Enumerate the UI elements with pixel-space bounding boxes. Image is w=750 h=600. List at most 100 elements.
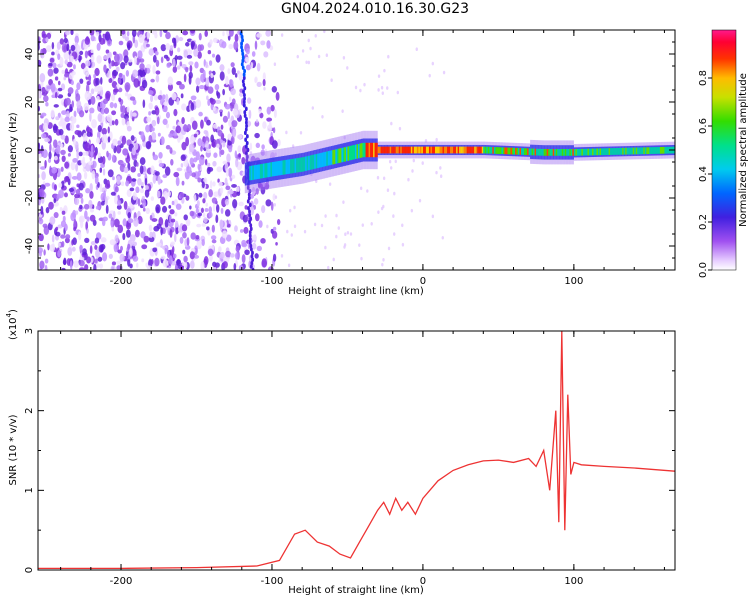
noise-speckle [103, 98, 109, 105]
noise-speckle [393, 232, 396, 236]
noise-speckle [145, 207, 151, 215]
noise-speckle [148, 236, 155, 243]
noise-speckle [51, 166, 58, 174]
noise-speckle [38, 160, 41, 169]
noise-speckle [86, 256, 92, 264]
noise-speckle [95, 248, 101, 259]
noise-speckle [131, 112, 137, 117]
noise-speckle [56, 41, 61, 51]
noise-speckle [116, 265, 122, 270]
track-core [315, 153, 318, 169]
noise-speckle [203, 116, 208, 123]
noise-speckle [249, 206, 255, 216]
track-core [513, 147, 516, 155]
noise-speckle [94, 67, 100, 77]
track-core [649, 147, 651, 154]
edge-mark [251, 250, 254, 256]
track-core [427, 146, 430, 154]
noise-speckle [216, 143, 220, 149]
noise-speckle [301, 49, 305, 53]
noise-speckle [75, 163, 79, 172]
track-core [287, 159, 289, 174]
noise-speckle [74, 193, 81, 199]
noise-speckle [69, 122, 75, 132]
noise-speckle [125, 180, 130, 187]
noise-speckle [53, 212, 59, 219]
track-core [377, 146, 380, 154]
noise-speckle [273, 62, 277, 67]
noise-speckle [165, 111, 170, 119]
noise-speckle [53, 125, 59, 131]
noise-speckle [275, 241, 278, 246]
noise-speckle [232, 128, 237, 138]
noise-speckle [324, 214, 327, 218]
track-core [442, 146, 445, 154]
noise-speckle [150, 78, 155, 83]
y-tick-label: -20 [24, 190, 35, 206]
noise-speckle [190, 95, 197, 101]
track-core [599, 148, 602, 156]
edge-mark [248, 188, 252, 194]
noise-speckle [317, 54, 321, 59]
track-core [594, 148, 597, 156]
noise-speckle [60, 143, 64, 149]
noise-speckle [107, 126, 110, 134]
noise-speckle [82, 161, 86, 168]
x-tick-label: -100 [261, 576, 284, 587]
edge-mark [245, 158, 249, 163]
noise-speckle [131, 30, 137, 37]
noise-speckle [93, 86, 99, 92]
noise-speckle [152, 247, 158, 253]
noise-speckle [73, 226, 77, 232]
noise-speckle [78, 182, 84, 191]
track-core [537, 148, 540, 156]
noise-speckle [198, 111, 203, 117]
noise-speckle [280, 254, 284, 258]
noise-speckle [377, 88, 380, 92]
track-core [308, 155, 310, 171]
noise-speckle [154, 32, 158, 39]
noise-speckle [128, 247, 133, 257]
noise-speckle [114, 194, 118, 205]
noise-speckle [64, 161, 70, 169]
noise-speckle [212, 160, 217, 167]
noise-speckle [225, 185, 231, 191]
noise-speckle [183, 124, 188, 132]
track-core [379, 146, 381, 154]
noise-speckle [112, 69, 118, 77]
track-core [543, 149, 546, 156]
snr-series-line [38, 331, 675, 570]
noise-speckle [180, 163, 184, 168]
noise-speckle [113, 53, 120, 62]
noise-speckle [424, 139, 428, 143]
track-core [471, 146, 473, 154]
edge-mark [247, 195, 251, 201]
noise-speckle [238, 201, 244, 207]
track-core [354, 144, 357, 159]
noise-speckle [166, 123, 170, 129]
noise-speckle [82, 248, 87, 256]
track-core [383, 146, 386, 154]
track-core [573, 149, 576, 156]
noise-speckle [239, 229, 244, 233]
track-core [312, 154, 315, 170]
track-core [667, 146, 670, 154]
noise-speckle [251, 51, 256, 57]
noise-speckle [94, 237, 100, 244]
noise-speckle [50, 83, 56, 93]
noise-speckle [210, 134, 215, 143]
noise-speckle [442, 70, 446, 75]
noise-speckle [106, 114, 113, 123]
noise-speckle [64, 30, 70, 36]
track-core [472, 146, 475, 154]
noise-speckle [216, 166, 223, 173]
track-core [607, 148, 609, 155]
noise-speckle [236, 134, 243, 140]
noise-speckle [120, 112, 125, 118]
noise-speckle [66, 258, 71, 266]
noise-speckle [134, 142, 139, 150]
noise-speckle [262, 72, 266, 82]
noise-speckle [53, 198, 57, 204]
noise-speckle [76, 124, 80, 129]
